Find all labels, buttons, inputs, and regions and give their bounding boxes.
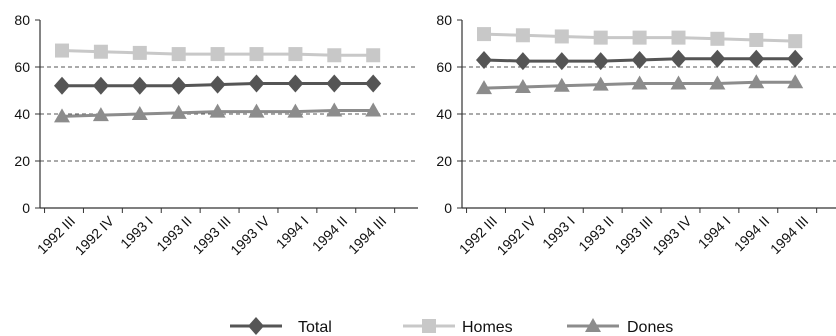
left-dones-point: [209, 103, 226, 118]
left-homes-point: [55, 43, 69, 58]
right-total-point: [748, 49, 765, 68]
left-x-tick-label: 1994 II: [309, 213, 351, 255]
right-homes-point: [749, 32, 764, 47]
left-y-tick-label: 60: [14, 59, 30, 75]
right-x-tick-label: 1994 III: [767, 213, 811, 257]
left-x-tick-label: 1993 I: [117, 213, 156, 252]
left-dones-point: [92, 107, 109, 122]
left-homes-point: [327, 48, 342, 63]
right-total-point: [553, 52, 570, 71]
right-homes-point: [788, 34, 803, 49]
right-homes-point: [671, 30, 686, 45]
right-dones-point: [670, 75, 687, 90]
right-dones-point: [553, 77, 570, 92]
right-y-tick-label: 60: [436, 59, 452, 75]
legend-homes-label: Homes: [462, 319, 513, 336]
left-y-tick-label: 20: [14, 153, 30, 169]
legend-dones-marker: [585, 318, 601, 332]
left-y-tick-label: 40: [14, 106, 30, 122]
right-homes-point: [710, 31, 725, 46]
right-dones-point: [787, 74, 804, 89]
left-y-tick-label: 0: [22, 200, 30, 216]
right-homes-point: [477, 27, 491, 42]
right-total-point: [670, 49, 687, 68]
left-x-tick-label: 1994 I: [273, 213, 312, 252]
right-total-point: [709, 49, 726, 68]
left-total-point: [131, 76, 148, 95]
left-total-point: [209, 75, 226, 94]
right-total-point: [592, 52, 609, 71]
legend-total-label: Total: [298, 319, 332, 336]
right-y-tick-label: 40: [436, 106, 452, 122]
right-y-tick-label: 20: [436, 153, 452, 169]
right-total-point: [476, 50, 492, 69]
right-x-tick-label: 1993 I: [539, 213, 578, 252]
left-dones-point: [170, 104, 187, 119]
right-x-tick-label: 1992 IV: [494, 212, 540, 258]
legend-dones-label: Dones: [627, 319, 673, 336]
right-x-tick-label: 1994 II: [731, 213, 773, 255]
left-total-point: [287, 74, 304, 93]
right-total-point: [631, 50, 648, 69]
left-x-tick-label: 1992 III: [34, 213, 78, 257]
left-total-point: [92, 76, 109, 95]
left-homes-point: [366, 48, 381, 63]
left-homes-point: [93, 44, 108, 59]
right-dones-point: [476, 80, 492, 95]
right-dones-point: [514, 78, 531, 93]
left-x-tick-label: 1993 II: [153, 213, 195, 255]
right-homes-point: [632, 30, 647, 45]
right-homes-point: [515, 28, 530, 43]
left-x-tick-label: 1992 IV: [72, 212, 118, 258]
left-total-point: [365, 74, 382, 93]
left-dones-point: [365, 102, 382, 117]
right-x-tick-label: 1993 III: [611, 213, 655, 257]
left-dones-point: [131, 106, 148, 120]
left-x-tick-label: 1993 IV: [227, 212, 273, 258]
left-dones-point: [248, 103, 265, 118]
left-dones-point: [54, 108, 70, 123]
left-homes-point: [288, 47, 303, 62]
left-homes-point: [132, 45, 147, 60]
right-total-point: [514, 52, 531, 71]
right-dones-point: [709, 75, 726, 90]
right-y-tick-label: 80: [436, 12, 452, 28]
legend: Total Homes Dones: [230, 317, 673, 336]
legend-homes-marker: [422, 319, 436, 333]
right-x-tick-label: 1994 I: [695, 213, 734, 252]
left-dones-point: [326, 102, 343, 117]
left-x-tick-label: 1994 III: [345, 213, 389, 257]
right-y-tick-label: 0: [444, 200, 452, 216]
legend-total-marker: [248, 317, 264, 335]
right-x-tick-label: 1992 III: [456, 213, 500, 257]
right-homes-point: [593, 30, 608, 45]
left-total-point: [170, 76, 187, 95]
right-homes-point: [554, 29, 569, 44]
left-total-point: [54, 76, 70, 95]
left-y-tick-label: 80: [14, 12, 30, 28]
right-x-tick-label: 1993 IV: [649, 212, 695, 258]
left-homes-point: [249, 47, 264, 62]
left-dones-point: [287, 103, 304, 118]
left-homes-point: [210, 47, 225, 62]
left-total-point: [248, 74, 265, 93]
left-x-tick-label: 1993 III: [189, 213, 233, 257]
right-dones-point: [592, 76, 609, 91]
right-total-point: [787, 49, 804, 68]
right-dones-point: [748, 74, 765, 89]
right-x-tick-label: 1993 II: [575, 213, 617, 255]
left-total-point: [326, 74, 343, 93]
left-homes-point: [171, 47, 186, 62]
right-dones-point: [631, 75, 648, 90]
